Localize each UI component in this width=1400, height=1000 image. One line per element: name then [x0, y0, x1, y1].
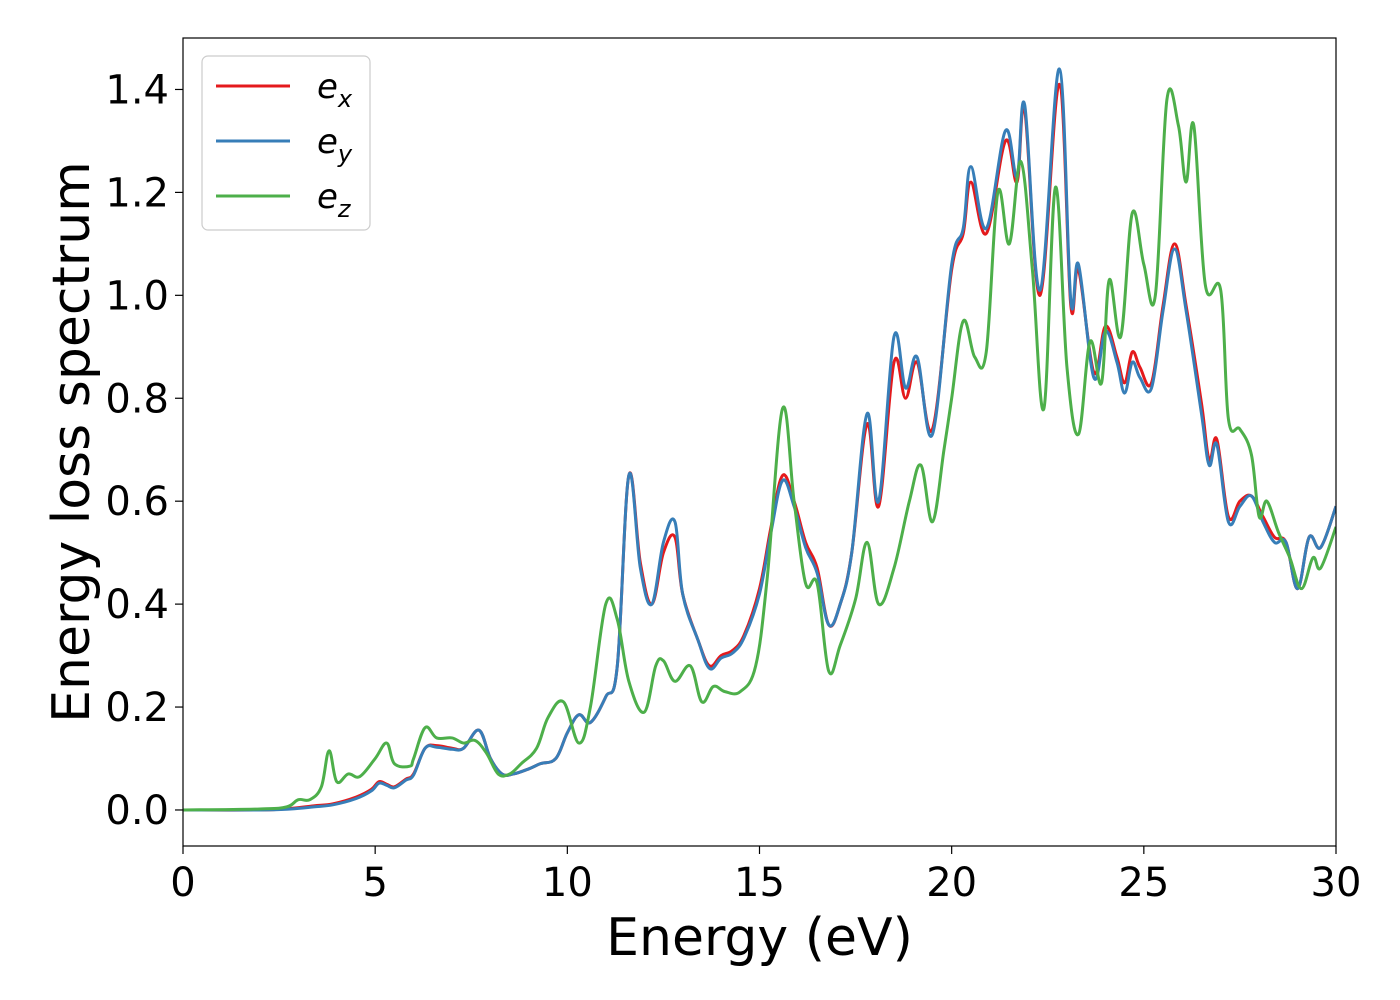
- x-tick-label: 25: [1118, 860, 1169, 906]
- y-tick-label: 1.2: [105, 170, 169, 216]
- legend-label-ez: ez: [317, 177, 352, 223]
- series-line-ey: [183, 67, 1336, 812]
- legend-label-ey: ey: [317, 122, 353, 168]
- y-tick-label: 0.8: [105, 376, 169, 422]
- y-axis-label: Energy loss spectrum: [42, 161, 102, 723]
- x-tick-label: 5: [362, 860, 387, 906]
- x-tick-label: 15: [734, 860, 785, 906]
- y-tick-label: 1.4: [105, 67, 169, 113]
- x-tick-label: 10: [542, 860, 593, 906]
- series-line-ez: [183, 87, 1336, 812]
- legend-box: [201, 55, 371, 231]
- x-axis-ticks: 0 5 10 15 20 25 30: [170, 846, 1361, 906]
- legend-label-ex: ex: [317, 67, 353, 113]
- y-tick-label: 0.0: [105, 788, 169, 834]
- y-tick-label: 0.2: [105, 685, 169, 731]
- y-tick-label: 0.4: [105, 582, 169, 628]
- x-tick-label: 0: [170, 860, 195, 906]
- x-tick-label: 20: [926, 860, 977, 906]
- x-tick-label: 30: [1311, 860, 1362, 906]
- y-axis-ticks: 0.0 0.2 0.4 0.6 0.8 1.0 1.2 1.4: [105, 67, 183, 834]
- series-layer: [183, 67, 1336, 812]
- legend: ex ey ez: [201, 55, 371, 231]
- x-axis-label: Energy (eV): [606, 908, 913, 968]
- y-tick-label: 1.0: [105, 273, 169, 319]
- y-tick-label: 0.6: [105, 479, 169, 525]
